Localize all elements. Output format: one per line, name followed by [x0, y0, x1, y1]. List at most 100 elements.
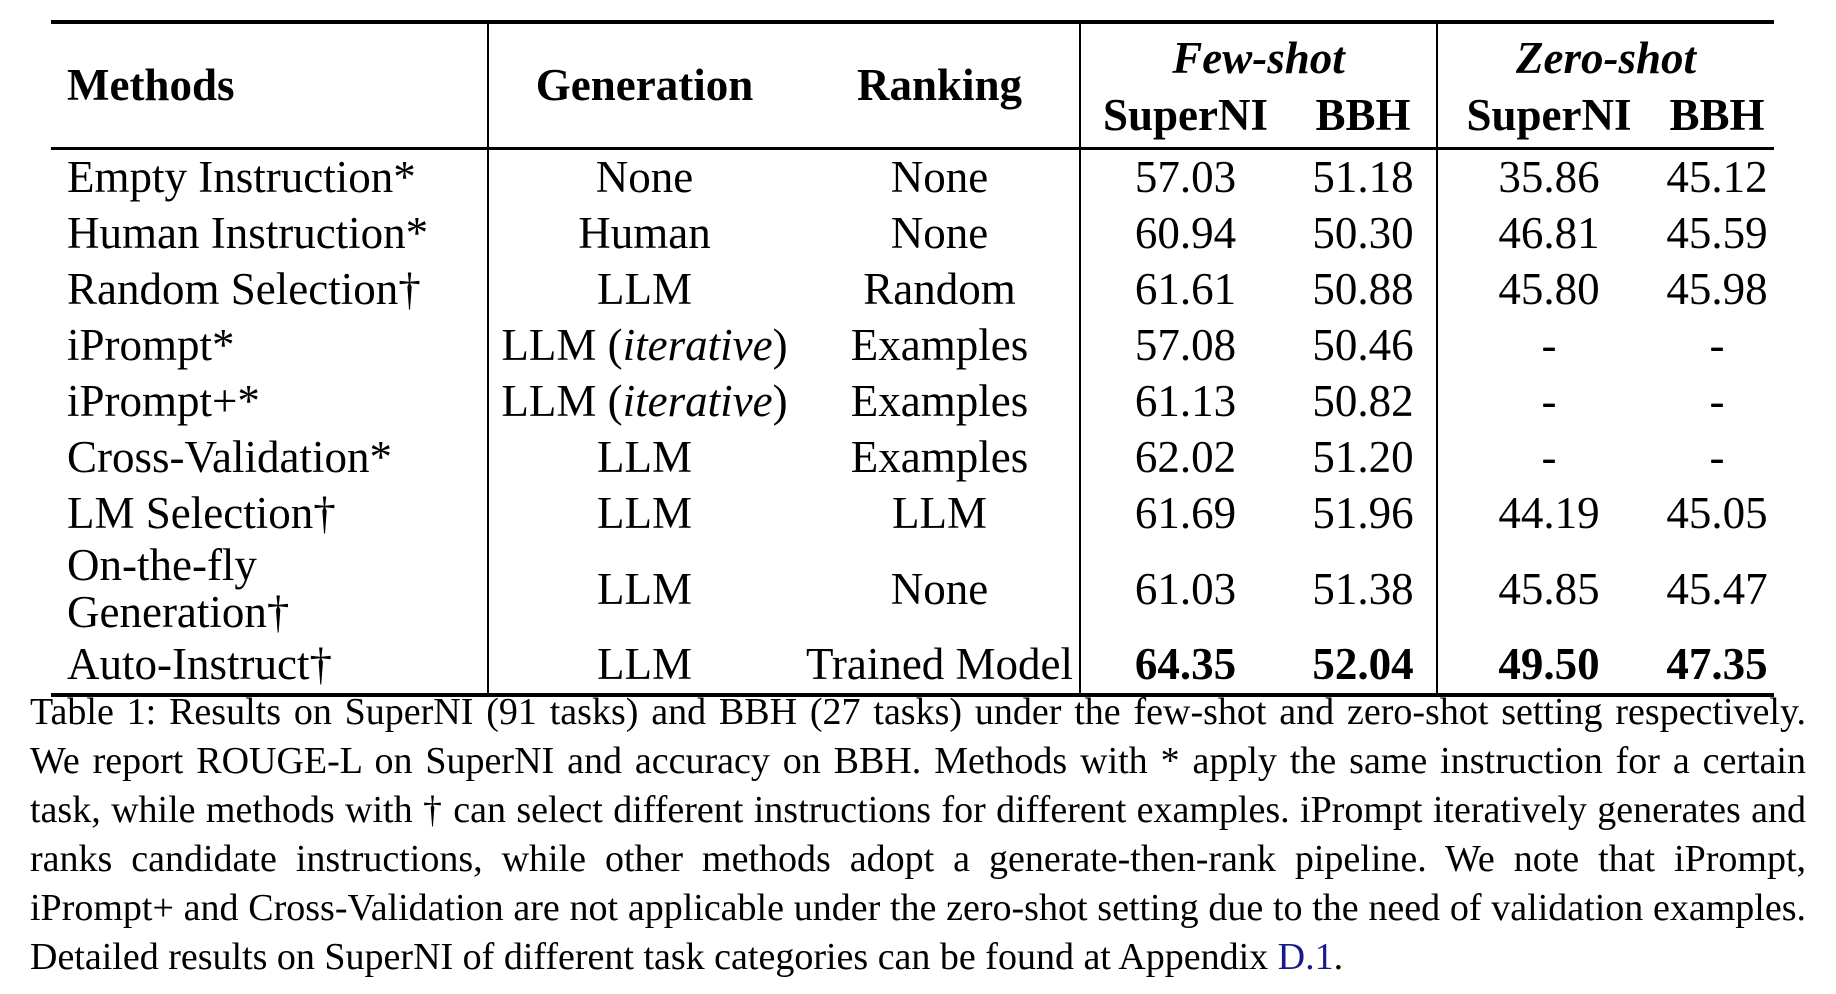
cell-zeroshot-superni: - — [1541, 320, 1557, 371]
cell-fewshot-bbh: 50.46 — [1290, 318, 1438, 374]
cell-method: Cross-Validation* — [51, 430, 489, 486]
table-header: Methods Generation Ranking Few-shot Zero… — [51, 22, 1774, 149]
cell-fewshot-superni: 57.03 — [1080, 147, 1290, 206]
cell-generation: None — [488, 147, 800, 206]
cell-method: Random Selection† — [51, 262, 489, 318]
cell-ranking: None — [800, 542, 1081, 637]
table-row-best: Auto-Instruct† LLM Trained Model 64.35 5… — [51, 636, 1774, 695]
generation-text-close: ) — [772, 320, 788, 371]
cell-zeroshot-superni: 46.81 — [1498, 208, 1600, 259]
cell-generation: Human — [488, 206, 800, 262]
generation-text: LLM — [597, 638, 692, 689]
cell-method: iPrompt* — [51, 318, 489, 374]
generation-text-close: ) — [772, 376, 788, 427]
cell-method: LM Selection† — [51, 486, 489, 542]
cell-zeroshot-bbh: - — [1709, 376, 1725, 427]
cell-fewshot-bbh: 50.88 — [1290, 262, 1438, 318]
cell-zeroshot-bbh: 45.98 — [1666, 264, 1768, 315]
cell-generation: LLM — [488, 430, 800, 486]
cell-zeroshot-superni: 44.19 — [1498, 488, 1600, 539]
cell-zeroshot-superni: - — [1541, 432, 1557, 483]
cell-method: Human Instruction* — [51, 206, 489, 262]
cell-fewshot-bbh: 51.96 — [1290, 486, 1438, 542]
table-row: iPrompt+* LLM (iterative) Examples 61.13… — [51, 374, 1774, 430]
results-table: Methods Generation Ranking Few-shot Zero… — [51, 20, 1774, 697]
table-row: On-the-fly Generation† LLM None 61.03 51… — [51, 541, 1774, 637]
cell-fewshot-superni: 57.08 — [1134, 320, 1237, 371]
cell-ranking: None — [800, 147, 1081, 206]
cell-fewshot-superni: 61.69 — [1134, 488, 1237, 539]
header-row-sub: SuperNI BBH SuperNI BBH — [51, 84, 1774, 149]
cell-fewshot-superni: 60.94 — [1134, 208, 1237, 259]
generation-text: LLM — [597, 488, 692, 539]
cell-fewshot-superni: 61.13 — [1134, 376, 1237, 427]
header-row-groups: Methods Generation Ranking Few-shot Zero… — [51, 22, 1774, 149]
cell-zeroshot-superni: 45.85 — [1498, 563, 1600, 614]
generation-text: LLM ( — [501, 376, 623, 427]
cell-fewshot-bbh: 51.20 — [1290, 430, 1438, 486]
cell-fewshot-bbh: 50.30 — [1290, 206, 1438, 262]
cell-fewshot-superni: 64.35 — [1134, 638, 1237, 689]
table-body: Empty Instruction* None None 57.03 51.18… — [51, 147, 1774, 695]
cell-zeroshot-bbh: 45.59 — [1666, 208, 1768, 259]
column-header-generation: Generation — [535, 59, 754, 110]
cell-generation: LLM (iterative) — [488, 318, 800, 374]
table-row: LM Selection† LLM LLM 61.69 51.96 44.19 … — [51, 486, 1774, 542]
cell-fewshot-superni: 61.03 — [1134, 563, 1237, 614]
cell-method: Auto-Instruct† — [51, 636, 489, 695]
column-header-fewshot-bbh: BBH — [1290, 84, 1438, 149]
cell-zeroshot-superni: 49.50 — [1498, 638, 1600, 689]
column-header-fewshot-superni: SuperNI — [1102, 89, 1269, 140]
cell-generation: LLM — [488, 637, 800, 695]
cell-generation: LLM (iterative) — [488, 374, 800, 430]
cell-fewshot-bbh: 50.82 — [1290, 374, 1438, 430]
cell-zeroshot-superni: 45.80 — [1498, 264, 1600, 315]
cell-zeroshot-superni: - — [1541, 376, 1557, 427]
generation-text: LLM — [597, 264, 692, 315]
cell-ranking: Examples — [800, 374, 1081, 430]
cell-zeroshot-bbh: 45.47 — [1666, 563, 1768, 614]
column-group-few-shot: Few-shot — [1080, 22, 1438, 84]
generation-text: None — [595, 152, 694, 203]
cell-zeroshot-bbh: - — [1709, 320, 1725, 371]
cell-generation: LLM — [488, 542, 800, 637]
cell-fewshot-bbh: 51.38 — [1290, 542, 1438, 637]
column-header-ranking: Ranking — [800, 22, 1081, 149]
cell-ranking: Examples — [800, 318, 1081, 374]
cell-zeroshot-bbh: 45.12 — [1660, 147, 1774, 206]
results-table-container: Methods Generation Ranking Few-shot Zero… — [51, 20, 1774, 697]
column-group-zero-shot: Zero-shot — [1516, 32, 1696, 83]
appendix-link[interactable]: D.1 — [1277, 936, 1334, 978]
cell-fewshot-superni: 61.61 — [1134, 264, 1237, 315]
cell-ranking: Random — [800, 262, 1081, 318]
cell-ranking: Trained Model — [800, 636, 1081, 695]
cell-zeroshot-bbh: 47.35 — [1666, 638, 1768, 689]
cell-method: On-the-fly Generation† — [51, 541, 489, 637]
cell-ranking: Examples — [800, 430, 1081, 486]
cell-generation: LLM — [488, 486, 800, 542]
table-row: Human Instruction* Human None 60.94 50.3… — [51, 206, 1774, 262]
cell-method: iPrompt+* — [51, 374, 489, 430]
generation-text: LLM — [597, 432, 692, 483]
table-caption: Table 1: Results on SuperNI (91 tasks) a… — [30, 688, 1806, 982]
cell-method: Empty Instruction* — [51, 147, 489, 206]
generation-text: LLM — [597, 563, 692, 614]
cell-ranking: None — [800, 206, 1081, 262]
generation-text: Human — [578, 208, 711, 259]
cell-zeroshot-bbh: 45.05 — [1666, 488, 1768, 539]
cell-fewshot-bbh: 52.04 — [1290, 636, 1438, 695]
column-header-zeroshot-bbh: BBH — [1669, 89, 1765, 140]
caption-text: Table 1: Results on SuperNI (91 tasks) a… — [30, 691, 1806, 978]
table-row: Cross-Validation* LLM Examples 62.02 51.… — [51, 430, 1774, 486]
cell-fewshot-bbh: 51.18 — [1290, 147, 1438, 206]
cell-zeroshot-superni: 35.86 — [1437, 147, 1660, 206]
cell-zeroshot-bbh: - — [1709, 432, 1725, 483]
generation-italic-text: iterative — [622, 376, 773, 427]
cell-fewshot-superni: 62.02 — [1134, 432, 1237, 483]
column-header-methods: Methods — [51, 22, 489, 149]
caption-period: . — [1333, 936, 1344, 978]
cell-generation: LLM — [488, 262, 800, 318]
generation-text: LLM ( — [501, 320, 623, 371]
column-header-zeroshot-superni: SuperNI — [1466, 89, 1632, 140]
